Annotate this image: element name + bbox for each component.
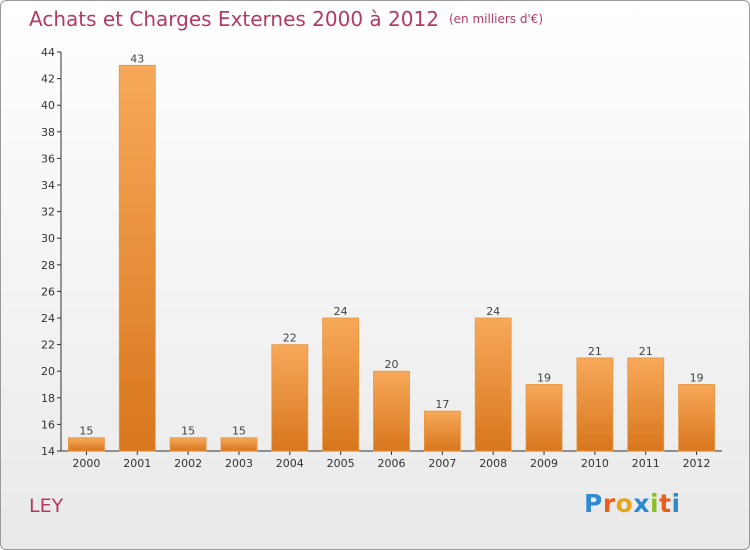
data-label: 19: [690, 372, 704, 385]
bar-2012: [678, 384, 715, 452]
bar-2011: [627, 357, 665, 452]
y-axis: 14 16 18 20 22 24 26 28 30 32 34 36 38 40 42 44: [41, 46, 62, 458]
brand-letter: o: [615, 489, 634, 518]
data-label: 24: [334, 305, 348, 318]
y-tick-label: 44: [41, 46, 55, 59]
y-tick-label: 14: [41, 445, 55, 458]
x-tick-label: 2002: [174, 457, 202, 470]
data-label: 15: [232, 425, 246, 438]
bar-2000: [68, 437, 105, 452]
data-label: 24: [486, 305, 500, 318]
y-tick-label: 24: [41, 312, 55, 325]
data-label: 17: [435, 398, 449, 411]
bar-2003: [220, 437, 258, 452]
x-tick-label: 2008: [479, 457, 507, 470]
y-tick-label: 36: [41, 152, 55, 165]
brand-letter: r: [602, 489, 616, 518]
bar-2007: [423, 410, 461, 452]
y-tick-label: 26: [41, 285, 55, 298]
x-tick-label: 2006: [378, 457, 406, 470]
x-axis: 2000 2001 2002 2003 2004 2005 2006 2007 2008 2009…: [61, 450, 722, 470]
brand-letter: i: [650, 489, 660, 518]
data-label: 15: [181, 425, 195, 438]
brand-logo[interactable]: Proxiti: [584, 489, 681, 518]
y-tick-label: 28: [41, 259, 55, 272]
brand-letter: x: [633, 489, 650, 518]
y-tick-label: 34: [41, 179, 55, 192]
x-tick-label: 2009: [530, 457, 558, 470]
bar-2002: [169, 437, 207, 452]
chart-subtitle: (en milliers d'€): [448, 12, 544, 26]
x-tick-label: 2007: [428, 457, 456, 470]
brand-letter: i: [671, 489, 681, 518]
x-tick-label: 2010: [581, 457, 609, 470]
y-tick-label: 30: [41, 232, 55, 245]
y-tick-label: 20: [41, 365, 55, 378]
bar-2010: [576, 357, 614, 452]
bar-2009: [525, 384, 563, 452]
chart-title: Achats et Charges Externes 2000 à 2012 (e…: [29, 7, 543, 31]
y-tick-label: 16: [41, 418, 55, 431]
x-tick-label: 2003: [225, 457, 253, 470]
bar-2005: [322, 317, 360, 452]
data-label: 20: [385, 358, 399, 371]
bars: 15 43 15 15 22 24 20 17 24 19 21 21 19: [68, 52, 715, 452]
brand-letter: P: [584, 489, 603, 518]
bar-2004: [271, 344, 309, 452]
data-label: 22: [283, 332, 297, 345]
y-tick-label: 38: [41, 126, 55, 139]
x-tick-label: 2001: [123, 457, 151, 470]
data-label: 15: [79, 425, 93, 438]
y-tick-label: 42: [41, 73, 55, 86]
data-label: 43: [130, 52, 144, 65]
y-tick-label: 32: [41, 206, 55, 219]
chart-title-text: Achats et Charges Externes 2000 à 2012: [29, 7, 439, 31]
x-tick-label: 2000: [72, 457, 100, 470]
data-label: 21: [639, 345, 653, 358]
x-tick-label: 2012: [683, 457, 711, 470]
bar-2001: [118, 64, 156, 452]
x-tick-label: 2011: [632, 457, 660, 470]
y-tick-label: 22: [41, 339, 55, 352]
bar-2008: [474, 317, 512, 452]
brand-letter: t: [659, 489, 672, 518]
data-label: 21: [588, 345, 602, 358]
y-tick-label: 40: [41, 99, 55, 112]
x-tick-label: 2005: [327, 457, 355, 470]
bar-2006: [373, 370, 410, 452]
data-label: 19: [537, 372, 551, 385]
y-tick-label: 18: [41, 392, 55, 405]
commune-name: LEY: [29, 495, 64, 517]
x-tick-label: 2004: [276, 457, 304, 470]
